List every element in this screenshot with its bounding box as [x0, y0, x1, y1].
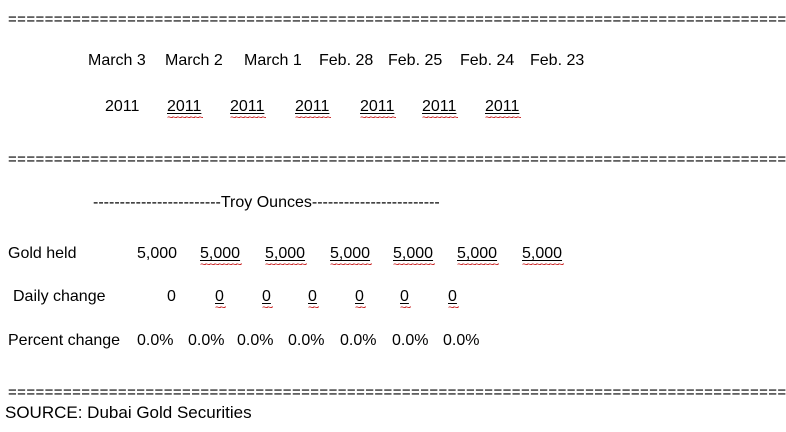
date-column-header: March 2 [165, 52, 223, 69]
year-column-header: 2011 [360, 97, 397, 122]
row-label: Daily change [13, 288, 106, 305]
date-column-header: March 1 [244, 52, 302, 69]
cell-value: 5,000 [393, 244, 435, 269]
row-label: Gold held [8, 245, 77, 262]
cell-value: 0 [215, 287, 226, 312]
divider-line-bottom: ========================================… [8, 384, 786, 401]
date-column-header: Feb. 23 [530, 52, 585, 69]
cell-value: 0.0% [288, 332, 325, 349]
divider-line-top: ========================================… [8, 11, 786, 28]
table-row-percent-change: Percent change 0.0% 0.0% 0.0% 0.0% 0.0% … [0, 331, 786, 351]
cell-value: 0.0% [237, 332, 274, 349]
row-label: Percent change [8, 332, 121, 349]
cell-value: 0.0% [443, 332, 480, 349]
cell-value: 5,000 [200, 244, 242, 269]
date-column-header: Feb. 28 [319, 52, 374, 69]
year-column-header: 2011 [167, 97, 204, 122]
cell-value: 0.0% [340, 332, 377, 349]
cell-value: 5,000 [137, 245, 178, 262]
cell-value: 0.0% [188, 332, 225, 349]
cell-value: 0 [448, 287, 459, 312]
date-column-header: Feb. 24 [460, 52, 515, 69]
table-row-gold-held: Gold held 5,000 5,000 5,000 5,000 5,000 … [0, 244, 786, 269]
source-line: SOURCE: Dubai Gold Securities [5, 403, 252, 422]
table-row-daily-change: Daily change 0 0 0 0 0 0 0 [0, 287, 786, 312]
cell-value: 0 [167, 288, 176, 305]
cell-value: 0.0% [392, 332, 429, 349]
year-column-header: 2011 [295, 97, 332, 122]
date-column-header: March 3 [88, 52, 146, 69]
cell-value: 5,000 [330, 244, 372, 269]
cell-value: 5,000 [522, 244, 564, 269]
date-header-row: March 3 March 2 March 1 Feb. 28 Feb. 25 … [0, 51, 786, 71]
date-column-header: Feb. 25 [388, 52, 443, 69]
unit-line-troy-ounces: ------------------------Troy Ounces-----… [93, 194, 440, 211]
cell-value: 5,000 [457, 244, 499, 269]
year-column-header: 2011 [422, 97, 459, 122]
cell-value: 0.0% [137, 332, 174, 349]
cell-value: 0 [355, 287, 366, 312]
cell-value: 5,000 [265, 244, 307, 269]
cell-value: 0 [262, 287, 273, 312]
year-column-header: 2011 [485, 97, 522, 122]
year-column-header: 2011 [230, 97, 267, 122]
cell-value: 0 [308, 287, 319, 312]
cell-value: 0 [400, 287, 411, 312]
divider-line-middle: ========================================… [8, 151, 786, 168]
year-column-header: 2011 [105, 98, 140, 115]
year-header-row: 2011 2011 2011 2011 2011 2011 2011 [0, 97, 786, 122]
